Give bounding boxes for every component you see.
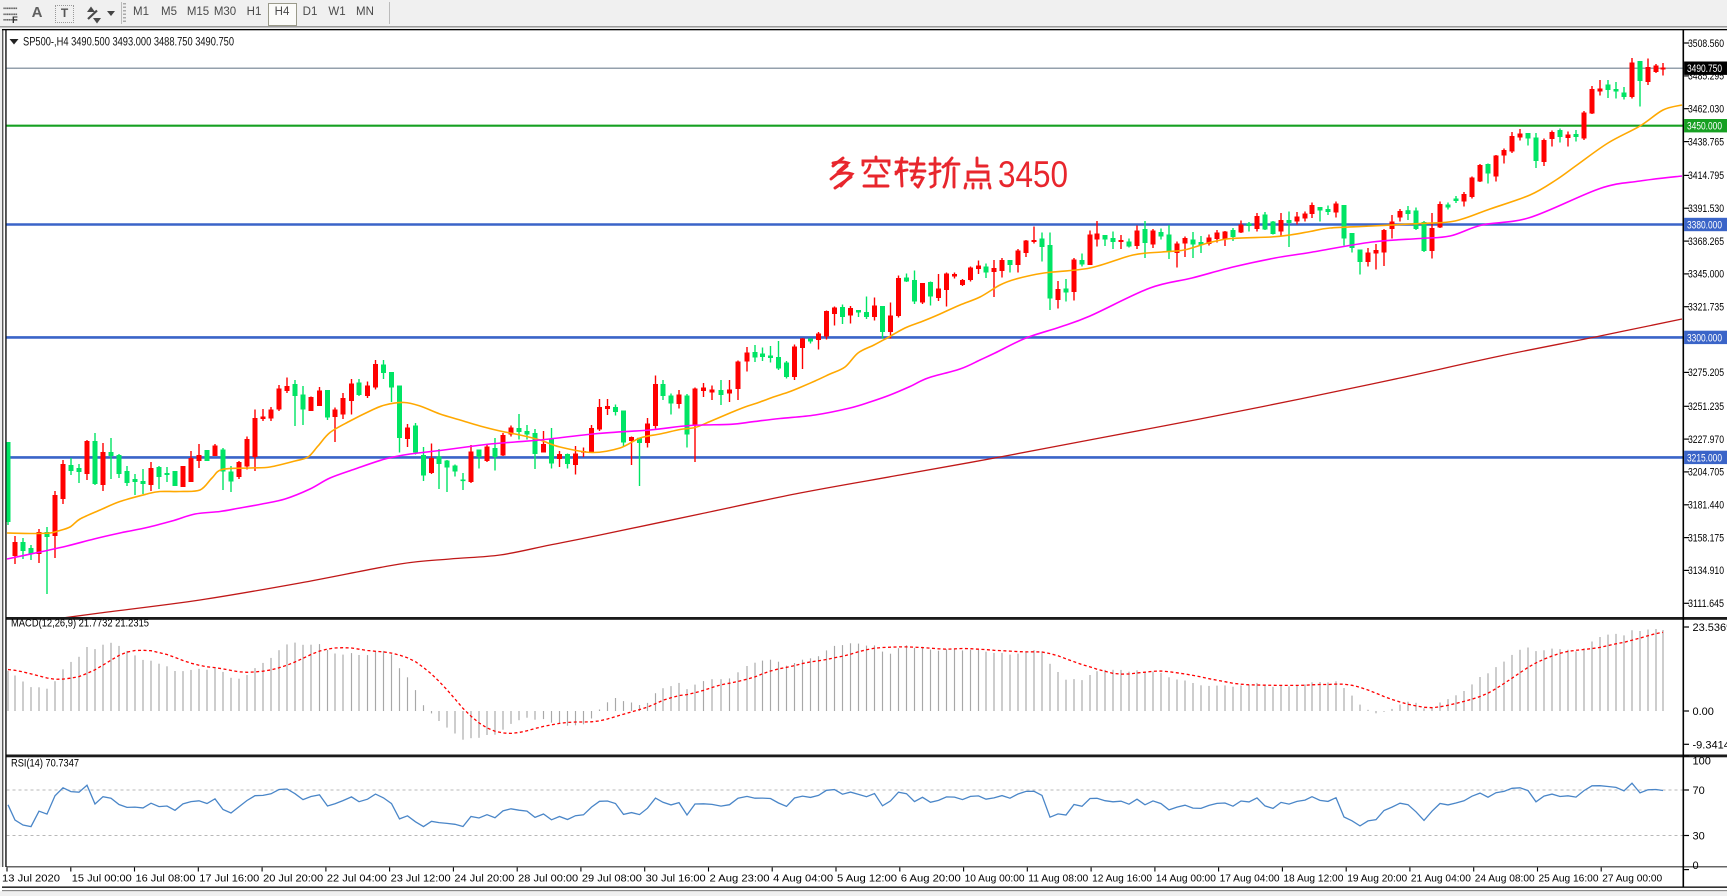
svg-text:3462.030: 3462.030 [1688, 104, 1724, 116]
svg-text:13 Jul 2020: 13 Jul 2020 [2, 873, 60, 885]
svg-text:11 Aug 08:00: 11 Aug 08:00 [1028, 873, 1088, 885]
svg-text:0: 0 [1693, 860, 1699, 872]
svg-text:24 Aug 08:00: 24 Aug 08:00 [1475, 873, 1535, 885]
svg-text:29 Jul 08:00: 29 Jul 08:00 [582, 873, 642, 885]
svg-text:14 Aug 00:00: 14 Aug 00:00 [1156, 873, 1216, 885]
svg-text:MACD(12,26,9) 21.7732 21.2315: MACD(12,26,9) 21.7732 21.2315 [11, 618, 149, 630]
svg-text:30 Jul 16:00: 30 Jul 16:00 [646, 873, 706, 885]
svg-text:19 Aug 20:00: 19 Aug 20:00 [1347, 873, 1407, 885]
svg-text:12 Aug 16:00: 12 Aug 16:00 [1092, 873, 1152, 885]
svg-text:18 Aug 12:00: 18 Aug 12:00 [1283, 873, 1343, 885]
svg-text:3380.000: 3380.000 [1687, 220, 1722, 232]
svg-text:3391.530: 3391.530 [1688, 203, 1724, 215]
svg-text:3215.000: 3215.000 [1687, 452, 1722, 464]
svg-text:3158.175: 3158.175 [1688, 532, 1724, 544]
svg-text:3300.000: 3300.000 [1687, 332, 1722, 344]
svg-text:17 Aug 04:00: 17 Aug 04:00 [1220, 873, 1280, 885]
svg-text:10 Aug 00:00: 10 Aug 00:00 [965, 873, 1025, 885]
svg-text:3321.735: 3321.735 [1688, 302, 1724, 314]
svg-text:3414.795: 3414.795 [1688, 170, 1724, 182]
svg-text:5 Aug 12:00: 5 Aug 12:00 [837, 873, 897, 885]
svg-text:3181.440: 3181.440 [1688, 500, 1724, 512]
svg-text:SP500-,H4 3490.500 3493.000 3: SP500-,H4 3490.500 3493.000 3488.750 349… [23, 35, 234, 49]
svg-text:3368.265: 3368.265 [1688, 236, 1724, 248]
svg-text:3450.000: 3450.000 [1687, 121, 1722, 133]
svg-text:100: 100 [1693, 755, 1711, 767]
svg-text:3275.205: 3275.205 [1688, 367, 1724, 379]
svg-text:RSI(14) 70.7347: RSI(14) 70.7347 [11, 758, 79, 770]
svg-text:3508.560: 3508.560 [1688, 38, 1724, 50]
svg-text:25 Aug 16:00: 25 Aug 16:00 [1539, 873, 1599, 885]
svg-text:20 Jul 20:00: 20 Jul 20:00 [263, 873, 323, 885]
svg-text:3227.970: 3227.970 [1688, 434, 1724, 446]
svg-text:16 Jul 08:00: 16 Jul 08:00 [136, 873, 196, 885]
svg-text:F: F [12, 15, 18, 26]
svg-text:3345.000: 3345.000 [1688, 269, 1724, 281]
svg-text:3111.645: 3111.645 [1688, 598, 1724, 610]
svg-text:3134.910: 3134.910 [1688, 565, 1724, 577]
svg-text:70: 70 [1693, 785, 1705, 797]
svg-text:3490.750: 3490.750 [1687, 63, 1722, 75]
svg-text:3450: 3450 [998, 154, 1068, 195]
svg-text:4 Aug 04:00: 4 Aug 04:00 [773, 873, 833, 885]
svg-text:0.00: 0.00 [1693, 706, 1714, 718]
svg-text:21 Aug 04:00: 21 Aug 04:00 [1411, 873, 1471, 885]
svg-text:15 Jul 00:00: 15 Jul 00:00 [72, 873, 132, 885]
svg-text:6 Aug 20:00: 6 Aug 20:00 [901, 873, 961, 885]
svg-text:27 Aug 00:00: 27 Aug 00:00 [1602, 873, 1662, 885]
svg-text:3204.705: 3204.705 [1688, 467, 1724, 479]
svg-text:23 Jul 12:00: 23 Jul 12:00 [391, 873, 451, 885]
svg-text:-9.3414: -9.3414 [1693, 739, 1727, 751]
svg-text:23.5369: 23.5369 [1693, 622, 1727, 634]
svg-text:30: 30 [1693, 831, 1705, 843]
svg-text:3251.235: 3251.235 [1688, 401, 1724, 413]
svg-text:22 Jul 04:00: 22 Jul 04:00 [327, 873, 387, 885]
svg-text:17 Jul 16:00: 17 Jul 16:00 [199, 873, 259, 885]
svg-text:28 Jul 00:00: 28 Jul 00:00 [518, 873, 578, 885]
svg-text:24 Jul 20:00: 24 Jul 20:00 [454, 873, 514, 885]
svg-text:3438.765: 3438.765 [1688, 136, 1724, 148]
svg-text:2 Aug 23:00: 2 Aug 23:00 [710, 873, 770, 885]
